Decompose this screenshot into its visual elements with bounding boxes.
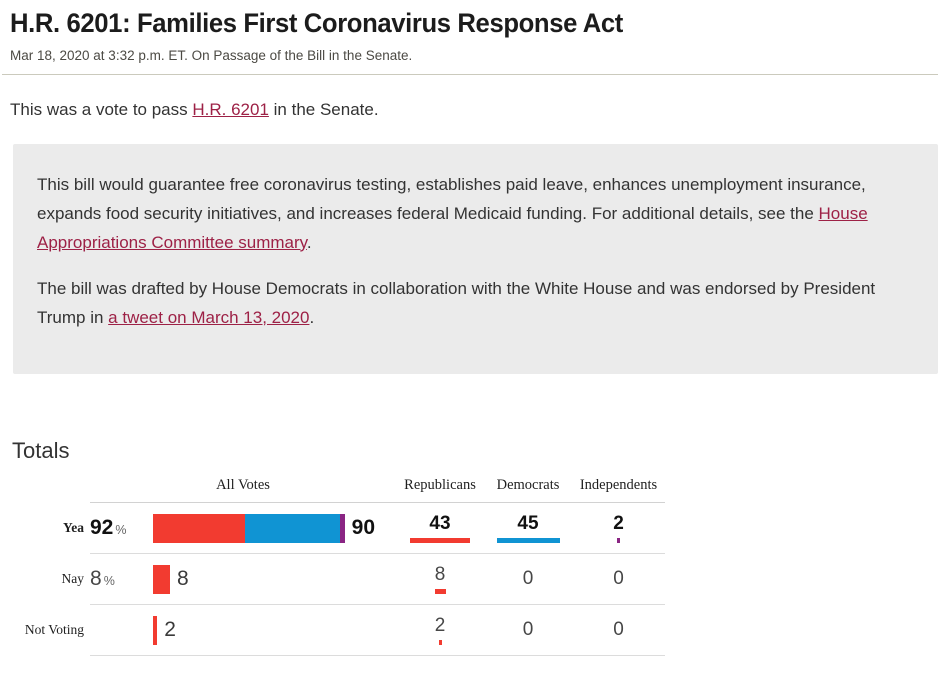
vote-row-yea: Yea 92% 90 43 45 2 bbox=[63, 503, 665, 555]
republicans-bar-segment bbox=[153, 564, 171, 594]
header-divider bbox=[2, 74, 938, 75]
vote-meta: Mar 18, 2020 at 3:32 p.m. ET. On Passage… bbox=[10, 48, 413, 63]
yea-total-count: 90 bbox=[351, 516, 376, 540]
intro-text: This was a vote to pass H.R. 6201 in the… bbox=[10, 100, 928, 120]
committee-summary-link[interactable]: House Appropriations Committee summary bbox=[37, 203, 868, 252]
yea-republicans-bar bbox=[410, 537, 470, 543]
intro-pre: This was a vote to pass bbox=[10, 100, 193, 119]
yea-republicans-cell: 43 bbox=[396, 513, 484, 543]
not-voting-independents-cell: 0 bbox=[572, 619, 665, 641]
nay-independents-count: 0 bbox=[613, 568, 624, 589]
intro-post: in the Senate. bbox=[268, 100, 379, 119]
summary-paragraph-2: The bill was drafted by House Democrats … bbox=[37, 275, 908, 333]
yea-republicans-count: 43 bbox=[429, 513, 451, 534]
row-label-nay: Nay bbox=[61, 571, 85, 587]
summary-2-pre: The bill was drafted by House Democrats … bbox=[37, 278, 876, 327]
not-voting-democrats-count: 0 bbox=[522, 619, 534, 640]
yea-all-votes-bar bbox=[153, 513, 345, 543]
nay-percent-value: 8 bbox=[90, 567, 102, 591]
yea-democrats-count: 45 bbox=[517, 513, 539, 534]
nay-republicans-bar bbox=[434, 588, 446, 594]
nay-republicans-count: 8 bbox=[434, 564, 446, 585]
nay-total-count: 8 bbox=[177, 567, 189, 591]
nay-republicans-cell: 8 bbox=[396, 564, 484, 594]
not-voting-democrats-cell: 0 bbox=[484, 619, 572, 641]
yea-percent-cell: 92% bbox=[90, 516, 153, 540]
republicans-bar-segment bbox=[153, 615, 158, 645]
row-label-not-voting: Not Voting bbox=[24, 622, 84, 638]
not-voting-all-votes-cell: 2 bbox=[153, 615, 396, 645]
yea-percent-value: 92 bbox=[90, 516, 114, 540]
summary-1-post: . bbox=[306, 232, 312, 252]
column-header-republicans: Republicans bbox=[404, 477, 476, 494]
yea-independents-count: 2 bbox=[613, 513, 624, 534]
summary-2-post: . bbox=[309, 307, 315, 327]
republicans-bar-segment bbox=[153, 513, 245, 543]
nay-all-votes-cell: 8 bbox=[153, 564, 396, 594]
summary-paragraph-1: This bill would guarantee free coronavir… bbox=[37, 171, 908, 258]
totals-section: Totals All Votes Republicans Democrats I… bbox=[0, 438, 940, 657]
not-voting-republicans-bar bbox=[438, 639, 442, 645]
nay-independents-cell: 0 bbox=[572, 568, 665, 590]
vote-row-not-voting: Not Voting 2 2 0 0 bbox=[25, 605, 665, 657]
bill-summary-box: This bill would guarantee free coronavir… bbox=[13, 144, 938, 375]
not-voting-republicans-cell: 2 bbox=[396, 615, 484, 645]
not-voting-independents-count: 0 bbox=[613, 619, 624, 640]
row-label-yea: Yea bbox=[63, 520, 84, 536]
democrats-bar-segment bbox=[244, 513, 341, 543]
not-voting-all-votes-bar bbox=[153, 615, 158, 645]
nay-percent-cell: 8% bbox=[90, 567, 153, 591]
not-voting-republicans-count: 2 bbox=[434, 615, 446, 636]
not-voting-total-count: 2 bbox=[164, 618, 176, 642]
totals-heading: Totals bbox=[12, 438, 70, 464]
column-header-all-votes: All Votes bbox=[216, 477, 270, 494]
tweet-link[interactable]: a tweet on March 13, 2020 bbox=[108, 307, 310, 327]
column-header-democrats: Democrats bbox=[496, 477, 560, 494]
column-header-independents: Independents bbox=[579, 477, 658, 494]
bill-link[interactable]: H.R. 6201 bbox=[192, 100, 269, 119]
percent-sign: % bbox=[115, 523, 127, 538]
yea-independents-cell: 2 bbox=[572, 513, 665, 543]
nay-democrats-count: 0 bbox=[522, 568, 534, 589]
yea-all-votes-cell: 90 bbox=[153, 513, 396, 543]
vote-row-nay: Nay 8% 8 8 0 0 bbox=[62, 554, 665, 606]
page-title: H.R. 6201: Families First Coronavirus Re… bbox=[10, 8, 623, 38]
percent-sign: % bbox=[103, 574, 115, 589]
nay-democrats-cell: 0 bbox=[484, 568, 572, 590]
yea-democrats-bar bbox=[496, 537, 560, 543]
independents-bar-segment bbox=[340, 513, 345, 543]
vote-page: H.R. 6201: Families First Coronavirus Re… bbox=[0, 8, 940, 673]
nay-all-votes-bar bbox=[153, 564, 171, 594]
table-header-row: All Votes Republicans Democrats Independ… bbox=[90, 477, 665, 504]
summary-1-pre: This bill would guarantee free coronavir… bbox=[37, 175, 866, 223]
yea-democrats-cell: 45 bbox=[484, 513, 572, 543]
vote-totals-table: All Votes Republicans Democrats Independ… bbox=[25, 477, 665, 657]
yea-independents-bar bbox=[617, 537, 620, 543]
